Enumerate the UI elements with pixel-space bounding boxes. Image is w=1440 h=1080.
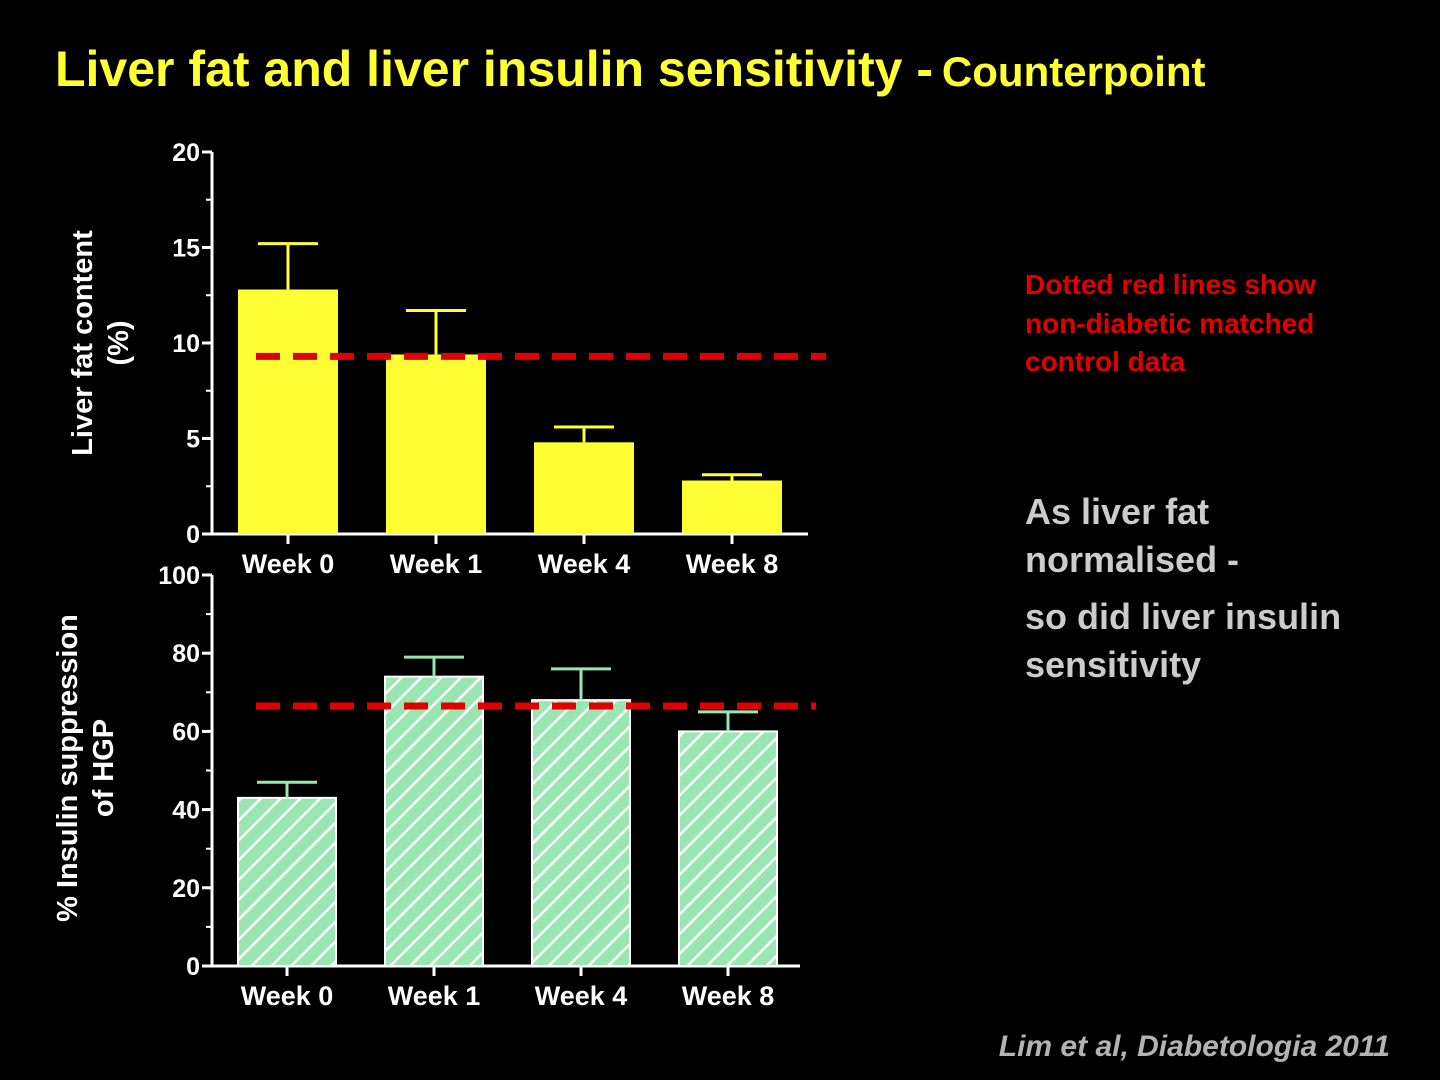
x-tick-label: Week 0 — [241, 981, 334, 1011]
y-tick-label: 40 — [172, 797, 200, 825]
y-tick-label: 80 — [172, 640, 200, 668]
y-tick-label: 0 — [186, 521, 200, 549]
bar — [238, 289, 338, 534]
bar — [678, 730, 778, 968]
y-tick-label: 100 — [158, 562, 200, 590]
y-axis-label-line1: % Insulin suppression — [52, 614, 84, 922]
title-sub: Counterpoint — [941, 48, 1206, 95]
x-tick-label: Week 8 — [686, 549, 779, 579]
liver-fat-chart: 0 5 10 15 20 Liver fat content (%) Week 0 Week 1… — [67, 139, 826, 579]
y-axis-label: % Insulin suppression of HGP — [52, 614, 120, 922]
x-tick-label: Week 1 — [388, 981, 481, 1011]
bar — [534, 442, 634, 534]
x-tick-label: Week 4 — [538, 549, 631, 579]
x-tick-label: Week 8 — [682, 981, 775, 1011]
y-tick-label: 0 — [186, 953, 200, 981]
x-tick-label: Week 0 — [242, 549, 335, 579]
liver-fat-note: As liver fat normalised - — [1025, 491, 1240, 580]
bar — [682, 480, 782, 534]
y-tick-label: 15 — [172, 235, 200, 263]
x-tick-label: Week 4 — [535, 981, 628, 1011]
citation: Lim et al, Diabetologia 2011 — [998, 1030, 1390, 1063]
insulin-suppression-chart: 0 20 40 60 80 100 % Insulin suppression of HGP W… — [52, 562, 816, 1011]
y-axis-label-line2: (%) — [103, 320, 135, 365]
y-tick-label: 60 — [172, 718, 200, 746]
y-tick-label: 20 — [172, 139, 200, 167]
y-axis-label: Liver fat content (%) — [67, 230, 135, 456]
y-axis-label-line2: of HGP — [88, 719, 120, 817]
x-tick-label: Week 1 — [390, 549, 483, 579]
y-axis-label-line1: Liver fat content — [67, 230, 99, 456]
control-lines-note: Dotted red lines show non-diabetic match… — [1025, 269, 1316, 377]
insulin-sensitivity-note: so did liver insulin sensitivity — [1025, 596, 1342, 685]
bar — [384, 675, 484, 967]
y-tick-label: 20 — [172, 875, 200, 903]
y-tick-label: 10 — [172, 330, 200, 358]
title-main: Liver fat and liver insulin sensitivity … — [55, 41, 934, 97]
y-tick-label: 5 — [186, 426, 200, 454]
bar — [531, 699, 631, 967]
bar — [386, 354, 486, 534]
bar — [237, 796, 337, 967]
slide-title: Liver fat and liver insulin sensitivity … — [55, 40, 1206, 98]
